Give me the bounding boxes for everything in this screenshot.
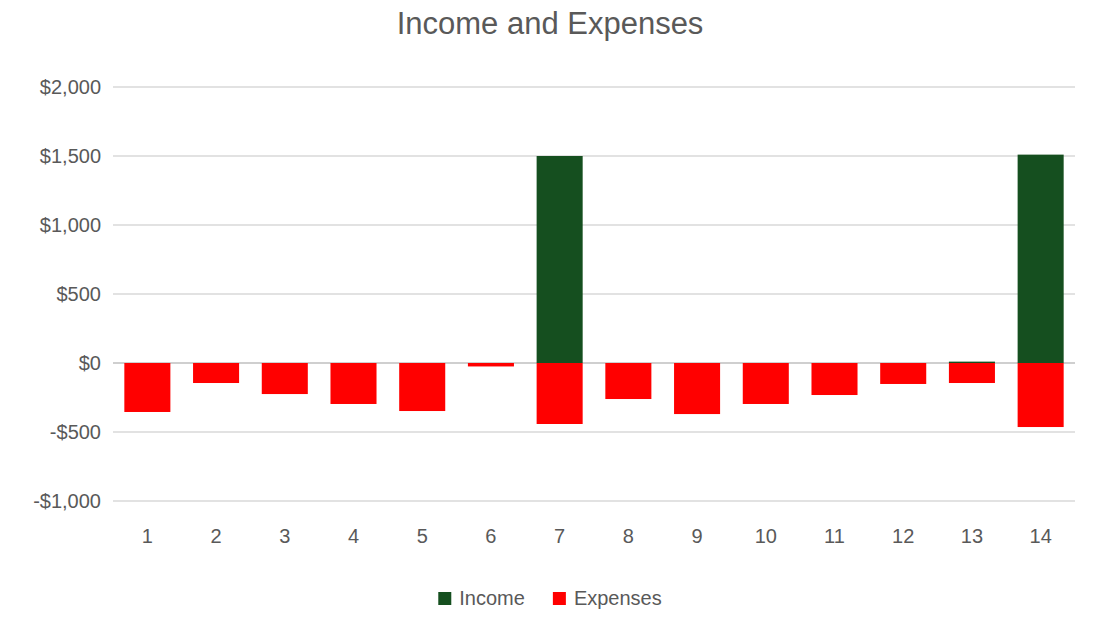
bar	[1018, 363, 1064, 427]
legend-swatch	[553, 592, 566, 605]
bar	[468, 363, 514, 366]
grid-line	[113, 500, 1075, 501]
x-tick-label: 6	[485, 525, 496, 547]
x-tick-label: 10	[755, 525, 777, 547]
y-tick-label: -$500	[50, 421, 101, 443]
x-tick-label: 7	[554, 525, 565, 547]
legend-label: Income	[459, 587, 525, 609]
bar	[193, 363, 239, 383]
y-tick-label: -$1,000	[33, 490, 101, 512]
legend-label: Expenses	[574, 587, 662, 609]
bar	[949, 362, 995, 363]
bar	[537, 156, 583, 363]
x-tick-label: 8	[623, 525, 634, 547]
x-tick-label: 4	[348, 525, 359, 547]
x-tick-label: 1	[142, 525, 153, 547]
x-tick-label: 9	[692, 525, 703, 547]
bar	[743, 363, 789, 404]
bar	[330, 363, 376, 404]
bar	[605, 363, 651, 399]
bar	[262, 363, 308, 394]
x-tick-label: 2	[211, 525, 222, 547]
bars	[124, 155, 1063, 427]
grid-line	[113, 431, 1075, 432]
x-tick-label: 11	[824, 525, 845, 547]
grid-line	[113, 293, 1075, 294]
bar	[674, 363, 720, 414]
legend: Income Expenses	[438, 587, 661, 609]
bar	[1018, 155, 1064, 363]
y-tick-label: $0	[79, 352, 101, 374]
y-tick-label: $1,500	[40, 145, 101, 167]
bar	[949, 363, 995, 383]
y-tick-label: $2,000	[40, 76, 101, 98]
x-tick-label: 5	[417, 525, 428, 547]
grid-line	[113, 155, 1075, 156]
y-tick-label: $500	[57, 283, 102, 305]
bar	[124, 363, 170, 412]
chart: Income and Expenses -$1,000 -$500 $0 $500 $1,…	[0, 0, 1100, 619]
x-tick-label: 13	[961, 525, 983, 547]
legend-swatch	[438, 592, 451, 605]
y-tick-label: $1,000	[40, 214, 101, 236]
bar	[399, 363, 445, 411]
bar	[537, 363, 583, 424]
bar	[811, 363, 857, 395]
grid-line	[113, 86, 1075, 87]
title: Income and Expenses	[397, 6, 704, 41]
x-tick-label: 3	[279, 525, 290, 547]
x-tick-label: 14	[1030, 525, 1052, 547]
grid-line	[113, 224, 1075, 225]
legend-item: Expenses	[553, 587, 662, 609]
grid-line	[113, 362, 1075, 363]
legend-item: Income	[438, 587, 525, 609]
bar	[880, 363, 926, 384]
x-tick-label: 12	[892, 525, 914, 547]
